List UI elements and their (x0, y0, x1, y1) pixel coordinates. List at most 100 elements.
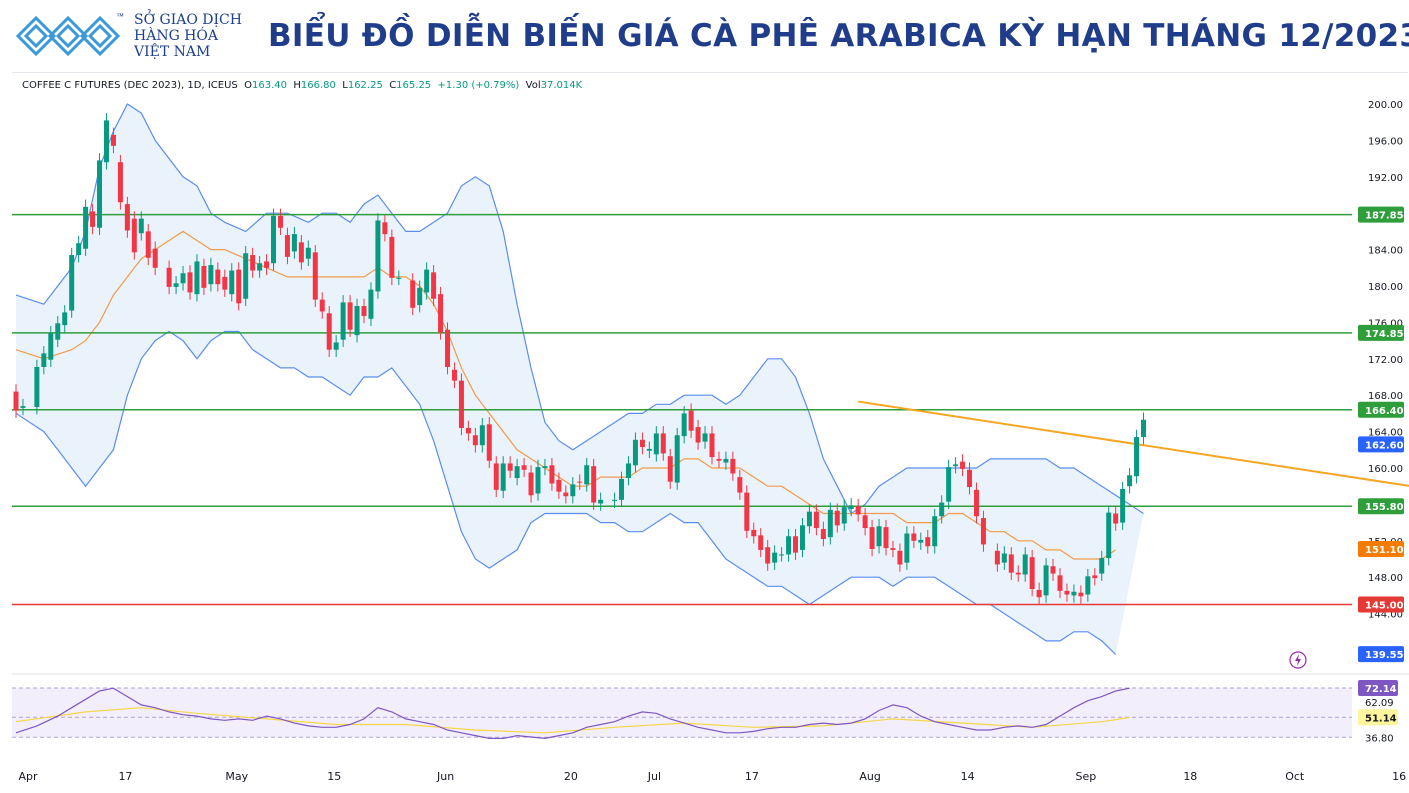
price-tick-label: 148.00 (1368, 573, 1403, 584)
rsi-tick-label: 36.80 (1365, 733, 1394, 744)
level-badge-label: 166.40 (1365, 406, 1404, 417)
candle-body (229, 270, 235, 295)
sgd-logo-icon (15, 15, 121, 57)
candle-body (848, 505, 854, 509)
candle-body (20, 406, 26, 408)
candle-body (312, 252, 318, 300)
price-badge-label: 139.55 (1365, 650, 1404, 661)
candle-body (277, 215, 283, 228)
candle-body (1134, 437, 1140, 477)
candle-body (291, 234, 297, 252)
candle-body (208, 265, 214, 285)
candle-body (1113, 513, 1119, 524)
candle-body (410, 280, 416, 308)
x-tick-label: 18 (1183, 770, 1197, 783)
candle-body (438, 294, 444, 333)
candle-body (97, 160, 103, 228)
logo-line-3: VIỆT NAM (134, 44, 211, 60)
candle-body (34, 366, 40, 408)
header: ™ SỞ GIAO DỊCH HÀNG HÓA VIỆT NAM BIỂU ĐỒ… (0, 0, 1409, 72)
candle-body (382, 222, 388, 235)
candle-body (389, 236, 395, 278)
rsi-badge (1358, 679, 1398, 696)
candle-body (1043, 565, 1049, 596)
candle-body (507, 463, 513, 471)
candle-body (841, 507, 847, 524)
candle-body (354, 306, 360, 336)
level-badge (1358, 324, 1404, 341)
candle-body (257, 263, 263, 271)
price-badge-label: 162.60 (1365, 440, 1404, 451)
candle-body (772, 552, 778, 563)
logo-trademark: ™ (116, 12, 124, 21)
x-tick-label: 17 (745, 770, 759, 783)
candle-body (911, 533, 917, 541)
price-tick-label: 196.00 (1368, 136, 1403, 147)
candle-body (222, 276, 228, 290)
candle-body (549, 465, 555, 484)
candle-body (1015, 572, 1021, 575)
price-badge (1358, 646, 1404, 663)
candle-body (577, 481, 583, 483)
candle-body (542, 466, 548, 468)
candle-body (1106, 512, 1112, 559)
candle-body (347, 302, 353, 330)
candle-body (486, 424, 492, 461)
candle-body (660, 433, 666, 454)
candle-body (702, 433, 708, 442)
price-tick-label: 192.00 (1368, 173, 1403, 184)
candle-body (55, 323, 61, 340)
candle-body (1057, 575, 1063, 591)
candle-body (688, 410, 694, 431)
x-tick-label: 17 (118, 770, 132, 783)
legend-symbol: COFFEE C FUTURES (DEC 2023), 1D, ICEUS (22, 80, 238, 91)
x-tick-label: Sep (1076, 770, 1097, 783)
candle-body (619, 478, 625, 500)
chart-frame (12, 72, 1408, 793)
legend-close: 165.25 (396, 80, 432, 91)
candle-body (152, 248, 158, 268)
candle-body (932, 516, 938, 547)
candle-body (827, 509, 833, 538)
level-badge (1358, 206, 1404, 223)
candle-body (639, 439, 645, 448)
candle-body (1120, 488, 1126, 523)
candle-body (904, 533, 910, 563)
rsi-line (15, 687, 1130, 740)
price-badge (1358, 540, 1404, 557)
candle-body (465, 427, 471, 434)
candle-body (1141, 419, 1147, 438)
candle-body (646, 448, 652, 451)
candle-body (786, 536, 792, 555)
legend-open: 163.40 (252, 80, 287, 91)
price-tick-label: 164.00 (1368, 428, 1403, 439)
candle-body (1099, 558, 1105, 574)
rsi-tick-label: 72.14 (1365, 684, 1397, 695)
candle-body (653, 433, 659, 455)
x-tick-label: 14 (961, 770, 975, 783)
x-tick-label: 15 (327, 770, 341, 783)
candle-body (319, 299, 325, 312)
candle-body (1071, 591, 1077, 596)
candle-body (243, 253, 249, 299)
candle-body (76, 243, 82, 256)
level-badge-label: 155.80 (1365, 502, 1404, 513)
candle-body (1022, 554, 1028, 575)
x-tick-label: Aug (859, 770, 880, 783)
candle-body (883, 527, 889, 549)
candle-body (375, 220, 381, 292)
candle-body (166, 267, 172, 287)
candle-body (744, 492, 750, 531)
rsi-tick-label: 62.09 (1365, 698, 1394, 709)
legend-high-label: H (293, 80, 301, 91)
candle-body (1092, 575, 1098, 579)
price-badge-label: 151.10 (1365, 545, 1404, 556)
x-tick-label: Oct (1285, 770, 1305, 783)
candle-body (1029, 557, 1035, 590)
bollinger-lower-line (15, 330, 1117, 655)
candle-body (201, 265, 207, 288)
candle-body (124, 204, 130, 231)
candle-body (612, 499, 618, 501)
candle-body (799, 525, 805, 550)
